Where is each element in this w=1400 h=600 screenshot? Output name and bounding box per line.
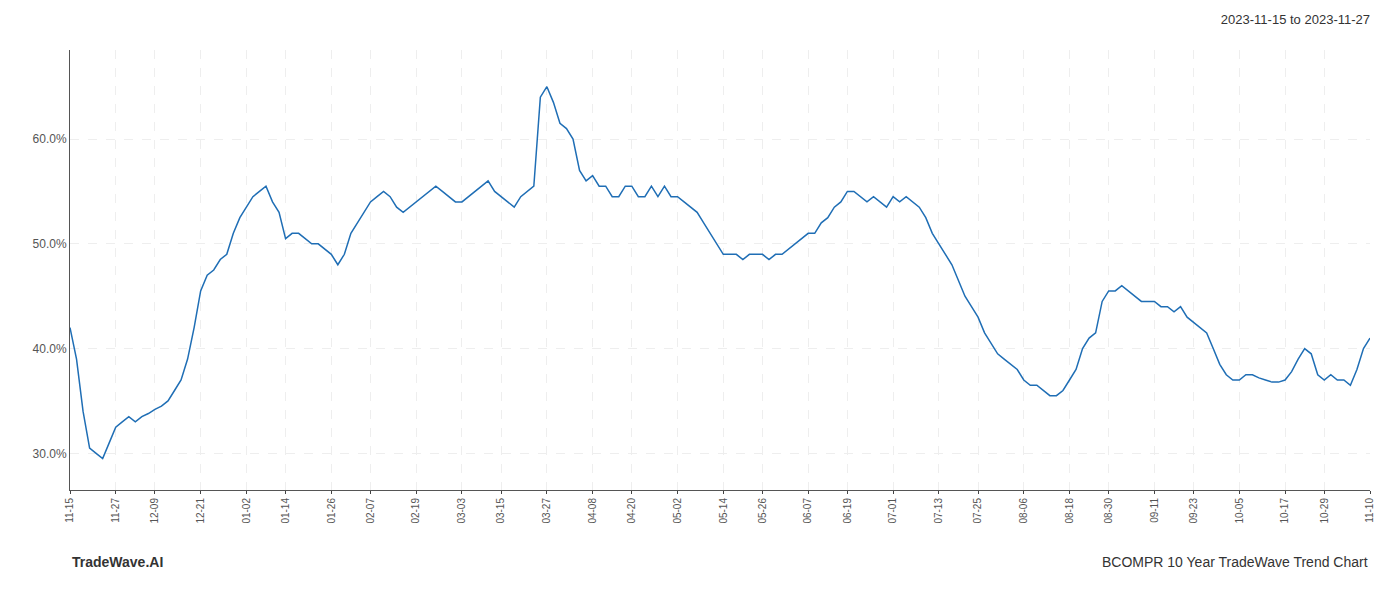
svg-text:01-14: 01-14: [280, 498, 291, 524]
svg-text:12-09: 12-09: [149, 498, 160, 524]
svg-text:05-14: 05-14: [718, 498, 729, 524]
svg-text:07-13: 07-13: [933, 498, 944, 524]
svg-text:05-02: 05-02: [672, 498, 683, 524]
svg-text:03-03: 03-03: [456, 498, 467, 524]
svg-text:08-06: 08-06: [1018, 498, 1029, 524]
svg-text:02-19: 02-19: [410, 498, 421, 524]
svg-text:08-30: 08-30: [1103, 498, 1114, 524]
svg-text:01-26: 01-26: [326, 498, 337, 524]
svg-text:04-20: 04-20: [626, 498, 637, 524]
svg-text:08-18: 08-18: [1064, 498, 1075, 524]
svg-text:09-11: 09-11: [1149, 498, 1160, 523]
svg-text:11-27: 11-27: [110, 498, 121, 523]
svg-text:09-23: 09-23: [1188, 498, 1199, 524]
svg-text:07-25: 07-25: [972, 498, 983, 524]
svg-text:05-26: 05-26: [757, 498, 768, 524]
svg-text:11-15: 11-15: [64, 498, 75, 523]
svg-text:2023-11-15 to 2023-11-27: 2023-11-15 to 2023-11-27: [1221, 12, 1370, 27]
svg-text:06-07: 06-07: [802, 498, 813, 524]
svg-text:03-15: 03-15: [495, 498, 506, 524]
svg-text:30.0%: 30.0%: [33, 447, 67, 461]
svg-text:03-27: 03-27: [541, 498, 552, 524]
svg-text:10-29: 10-29: [1319, 498, 1330, 524]
svg-text:10-17: 10-17: [1279, 498, 1290, 524]
svg-text:01-02: 01-02: [241, 498, 252, 524]
svg-text:11-10: 11-10: [1364, 498, 1375, 523]
svg-text:10-05: 10-05: [1234, 498, 1245, 524]
svg-text:02-07: 02-07: [365, 498, 376, 524]
svg-text:40.0%: 40.0%: [33, 342, 67, 356]
svg-text:04-08: 04-08: [587, 498, 598, 524]
svg-text:60.0%: 60.0%: [33, 132, 67, 146]
svg-text:06-19: 06-19: [842, 498, 853, 524]
svg-text:50.0%: 50.0%: [33, 237, 67, 251]
svg-text:TradeWave.AI: TradeWave.AI: [72, 554, 163, 570]
svg-text:07-01: 07-01: [887, 498, 898, 524]
svg-text:BCOMPR 10 Year TradeWave Trend: BCOMPR 10 Year TradeWave Trend Chart: [1102, 554, 1368, 570]
svg-text:12-21: 12-21: [195, 498, 206, 524]
